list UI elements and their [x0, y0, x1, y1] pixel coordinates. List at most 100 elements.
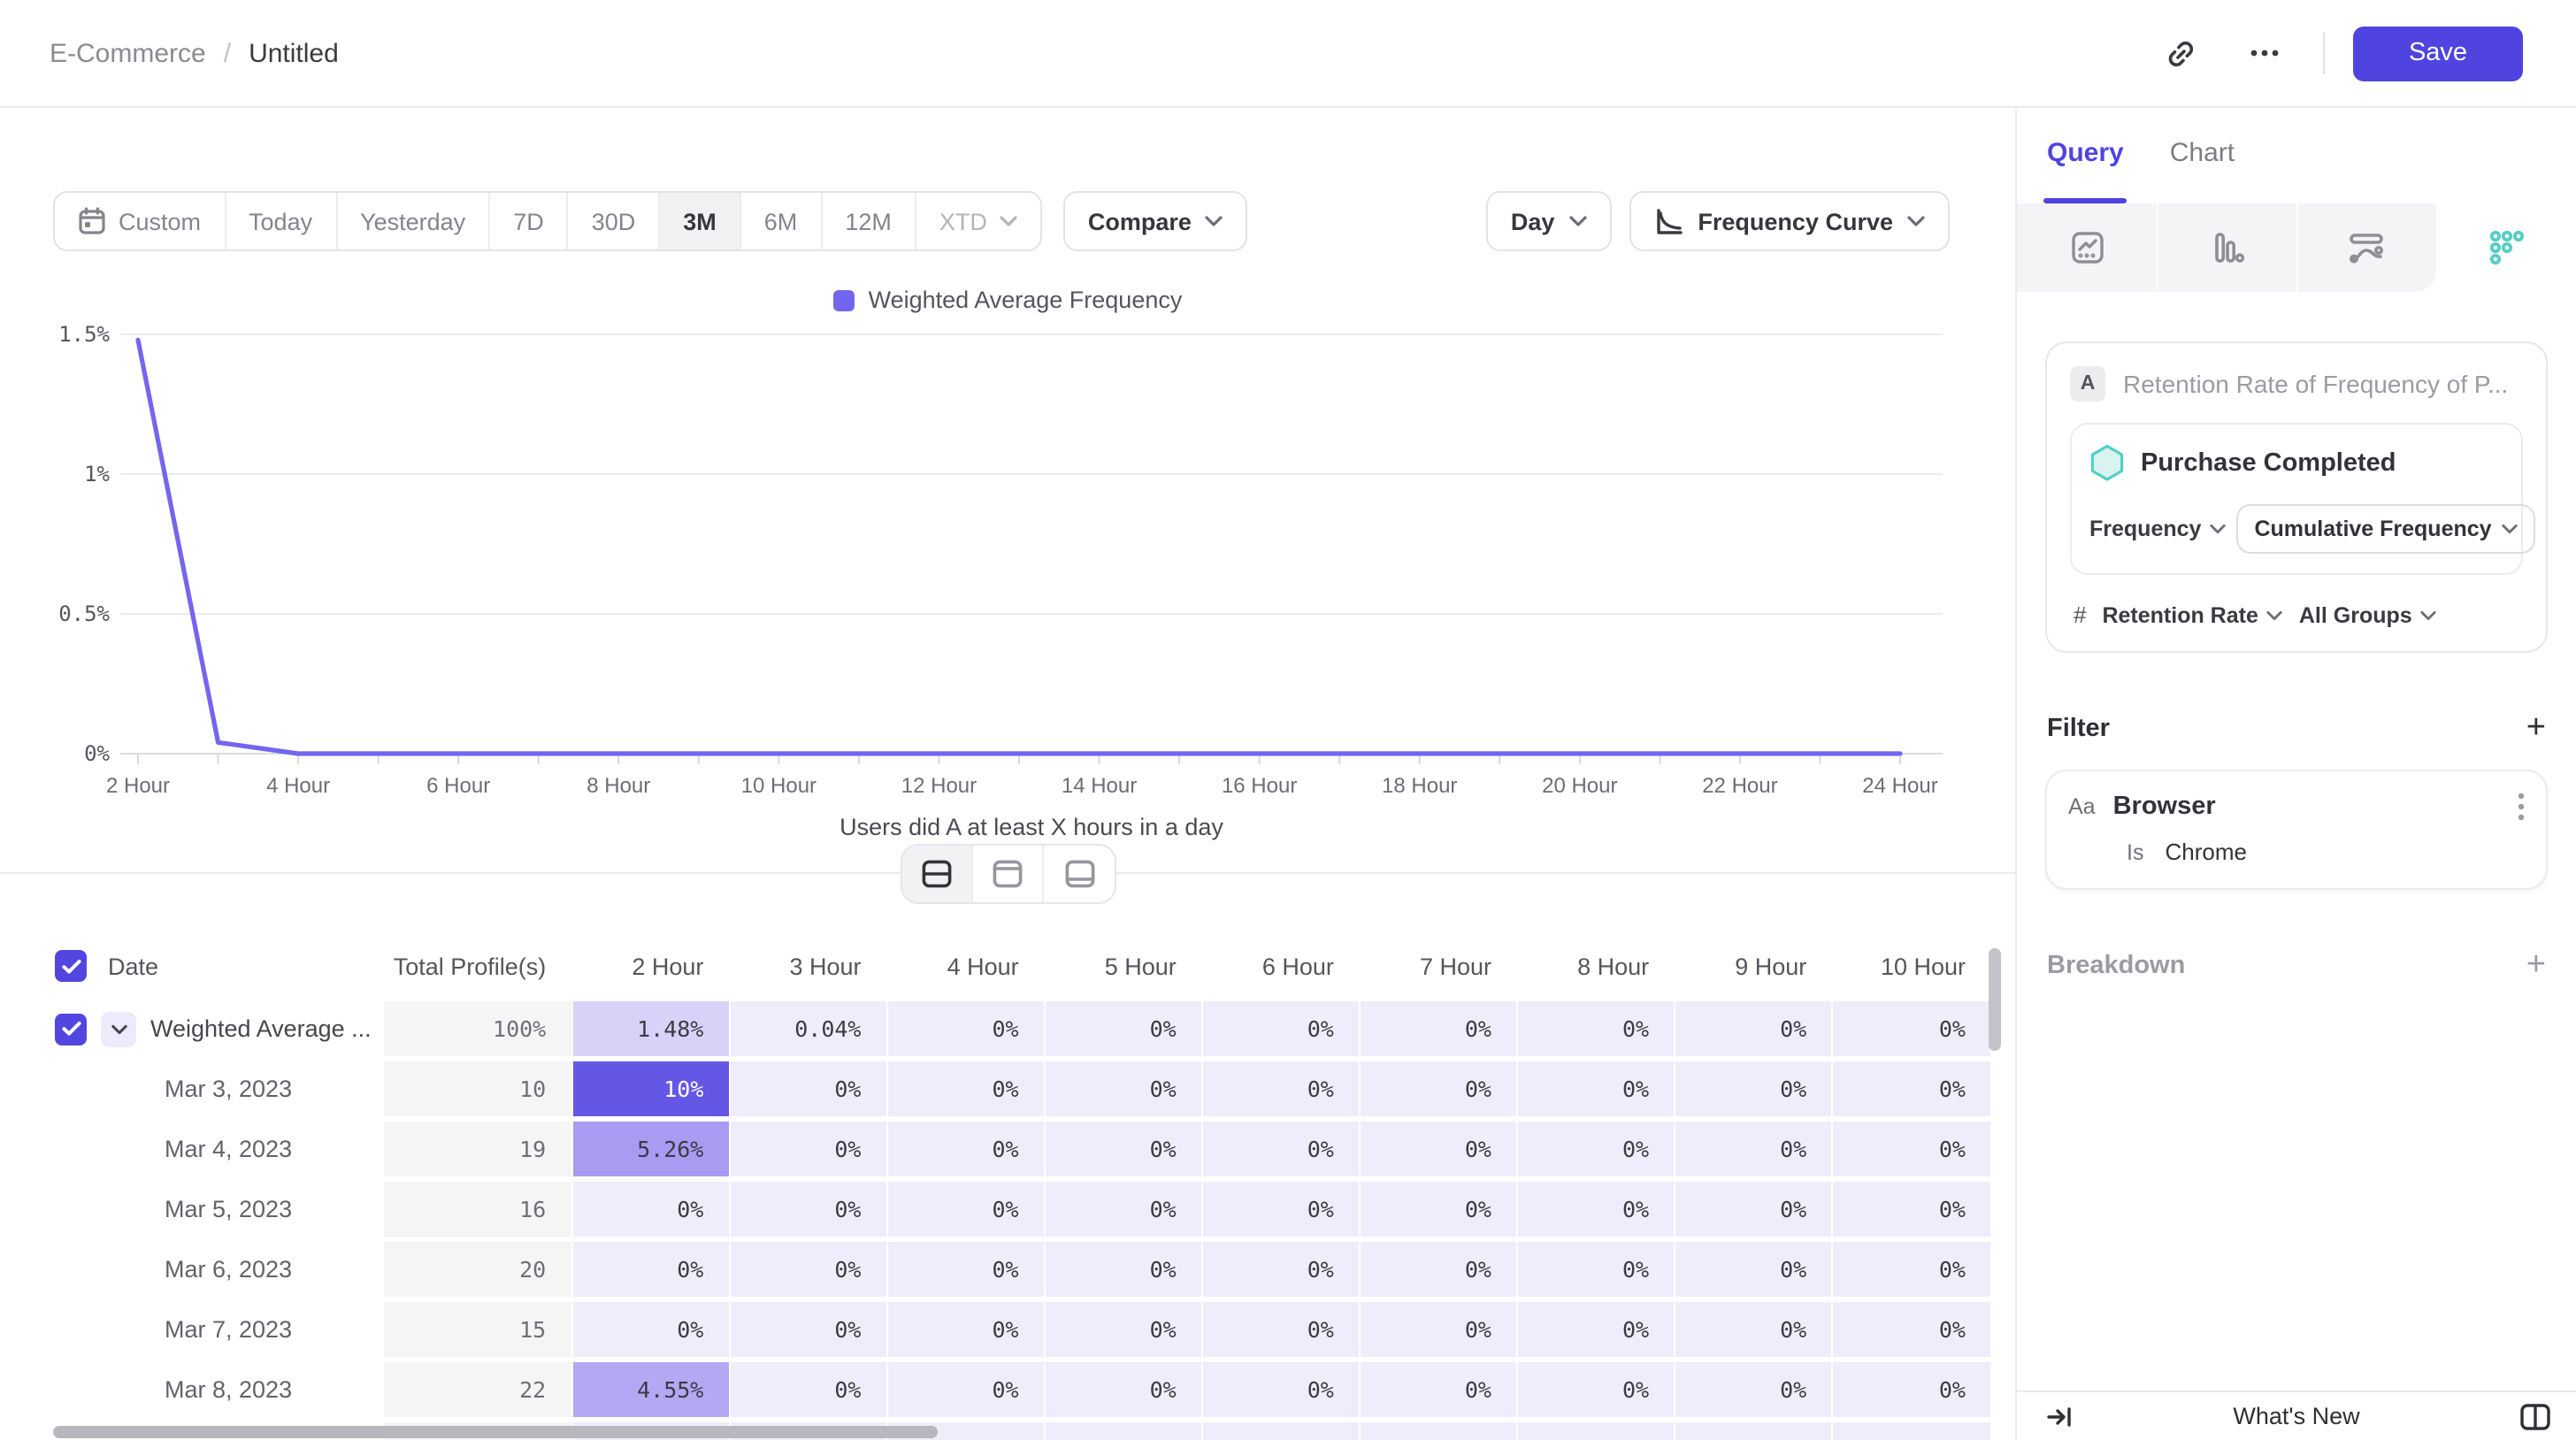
retention-value-cell: 0%	[887, 1061, 1044, 1116]
row-label-cell[interactable]: Mar 4, 2023	[55, 1122, 383, 1176]
string-property-icon: Aa	[2068, 794, 2096, 819]
date-range-6m[interactable]: 6M	[741, 193, 823, 249]
retention-value-cell: 0%	[887, 1302, 1044, 1357]
granularity-button[interactable]: Day	[1485, 191, 1612, 251]
date-range-7d[interactable]: 7D	[490, 193, 569, 249]
retention-value-cell: 0%	[1518, 1061, 1675, 1116]
table-only-view-button[interactable]	[1044, 846, 1115, 902]
chart-only-view-button[interactable]	[973, 846, 1044, 902]
row-label-cell[interactable]: Mar 7, 2023	[55, 1302, 383, 1357]
measure-dropdown[interactable]: Retention Rate	[2102, 602, 2283, 627]
chevron-down-icon	[1568, 216, 1587, 226]
top-header: E-Commerce / Untitled Save	[0, 0, 2576, 108]
filter-card[interactable]: Aa Browser Is Chrome	[2045, 770, 2548, 890]
filter-kebab-menu[interactable]	[2518, 793, 2525, 821]
frequency-curve-icon	[1653, 206, 1683, 236]
row-label-cell[interactable]: Weighted Average ...	[55, 1001, 383, 1056]
column-header[interactable]: Date	[55, 939, 382, 996]
chart-type-button[interactable]: Frequency Curve	[1629, 191, 1950, 251]
retention-value-cell: 1.48%	[572, 1001, 729, 1056]
collapse-panel-icon[interactable]	[2045, 1402, 2074, 1430]
row-label-cell[interactable]: Mar 3, 2023	[55, 1061, 383, 1116]
groups-dropdown[interactable]: All Groups	[2299, 602, 2437, 627]
breadcrumb-project[interactable]: E-Commerce	[50, 38, 206, 68]
table-row: Mar 5, 2023 16 0% 0% 0% 0% 0% 0% 0% 0% 0%	[55, 1182, 1990, 1237]
add-filter-button[interactable]: +	[2526, 709, 2546, 747]
tab-query[interactable]: Query	[2043, 138, 2128, 203]
date-range-xtd[interactable]: XTD	[916, 193, 1040, 249]
date-range-3m[interactable]: 3M	[660, 193, 741, 249]
date-range-label: Today	[249, 208, 313, 234]
row-label-cell[interactable]: Mar 5, 2023	[55, 1182, 383, 1237]
chevron-down-icon	[2210, 524, 2227, 534]
chart-toolbar: Custom Today Yesterday 7D 30D 3M 6M 12M XTD Comp…	[53, 191, 2015, 251]
chart-type-label: Frequency Curve	[1698, 208, 1893, 234]
event-card[interactable]: Purchase Completed Frequency Cumulative …	[2070, 423, 2536, 575]
date-range-custom[interactable]: Custom	[55, 193, 226, 249]
step-title[interactable]: Retention Rate of Frequency of P...	[2123, 370, 2509, 398]
retention-value-cell: 0%	[887, 1242, 1044, 1297]
x-axis-tick: 22 Hour	[1702, 774, 1777, 798]
column-header: 5 Hour	[1104, 953, 1177, 979]
save-button[interactable]: Save	[2353, 26, 2523, 80]
row-expander[interactable]	[101, 1011, 136, 1046]
table-row: Mar 4, 2023 19 5.26% 0% 0% 0% 0% 0% 0% 0% 0%	[55, 1122, 1990, 1176]
column-header: Total Profile(s)	[393, 953, 547, 979]
event-name[interactable]: Purchase Completed	[2141, 448, 2396, 477]
table-vertical-scrollbar[interactable]	[1989, 948, 2001, 1051]
report-insights-button[interactable]	[2017, 203, 2157, 292]
report-retention-button[interactable]	[2436, 203, 2576, 292]
copy-link-button[interactable]	[2150, 23, 2210, 83]
report-funnels-button[interactable]	[2157, 203, 2296, 292]
filter-property[interactable]: Browser	[2112, 793, 2216, 821]
row-checkbox[interactable]	[55, 1013, 87, 1045]
retention-value-cell: 0%	[1675, 1182, 1832, 1237]
tab-chart[interactable]: Chart	[2169, 138, 2235, 168]
groups-value: All Groups	[2298, 602, 2412, 627]
frequency-curve-chart[interactable]: 0% 0.5% 1% 1.5% 2 Hour 4 Hour 6 Hour 8 Hour 10 H…	[50, 318, 1982, 849]
filter-operator[interactable]: Is	[2127, 839, 2144, 864]
y-axis-tick: 1.5%	[58, 322, 110, 347]
row-label-cell[interactable]: Mar 8, 2023	[55, 1362, 383, 1417]
row-label-cell[interactable]: Mar 6, 2023	[55, 1242, 383, 1297]
column-header: 9 Hour	[1735, 953, 1807, 979]
chevron-down-icon	[2267, 609, 2283, 620]
table-row: Mar 8, 2023 22 4.55% 0% 0% 0% 0% 0% 0% 0% 0%	[55, 1362, 1990, 1417]
insights-icon	[2069, 230, 2104, 265]
date-range-today[interactable]: Today	[226, 193, 338, 249]
compare-button[interactable]: Compare	[1062, 191, 1248, 251]
retention-value-cell: 0%	[1360, 1061, 1516, 1116]
more-options-button[interactable]	[2235, 23, 2295, 83]
side-panel-icon[interactable]	[2519, 1402, 2551, 1430]
retention-value-cell: 0%	[1360, 1242, 1516, 1297]
panel-tabs: Query Chart	[2017, 110, 2576, 203]
date-range-yesterday[interactable]: Yesterday	[337, 193, 491, 249]
date-range-30d[interactable]: 30D	[569, 193, 661, 249]
add-breakdown-button[interactable]: +	[2526, 946, 2546, 984]
retention-value-cell: 0%	[1045, 1061, 1201, 1116]
table-horizontal-scrollbar[interactable]	[53, 1426, 938, 1438]
cumulative-frequency-select[interactable]: Cumulative Frequency	[2236, 504, 2536, 554]
retention-value-cell: 0%	[1360, 1362, 1516, 1417]
column-header: 10 Hour	[1880, 953, 1966, 979]
date-range-12m[interactable]: 12M	[822, 193, 916, 249]
whats-new-link[interactable]: What's New	[2233, 1403, 2360, 1429]
retention-value-cell: 0%	[1518, 1122, 1675, 1176]
measure-value: Retention Rate	[2102, 602, 2258, 627]
frequency-dropdown[interactable]: Frequency	[2089, 517, 2227, 541]
report-flows-button[interactable]	[2296, 203, 2436, 292]
split-view-button[interactable]	[902, 846, 973, 902]
breadcrumb-report-title[interactable]: Untitled	[249, 38, 339, 68]
retention-value-cell: 5.26%	[572, 1122, 729, 1176]
select-all-checkbox[interactable]	[55, 950, 87, 982]
x-axis-tick: 8 Hour	[586, 774, 650, 798]
measure-hash-prefix: #	[2074, 601, 2087, 628]
y-axis-tick: 0.5%	[58, 601, 110, 626]
filter-value[interactable]: Chrome	[2165, 839, 2247, 865]
retention-value-cell: 0%	[1045, 1122, 1201, 1176]
view-layout-toggle	[901, 844, 1116, 904]
retention-value-cell: 0%	[730, 1182, 886, 1237]
x-axis-tick: 12 Hour	[901, 774, 977, 798]
query-step-card: A Retention Rate of Frequency of P... Pu…	[2045, 341, 2548, 653]
